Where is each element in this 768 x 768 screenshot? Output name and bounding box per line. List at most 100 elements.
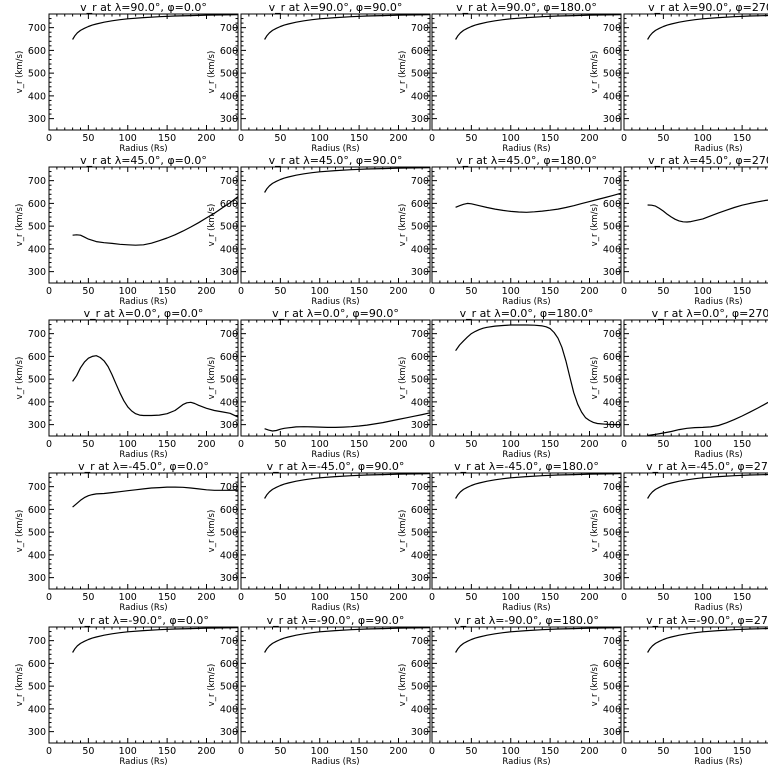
x-axis-label: Radius (Rs) [119, 144, 167, 154]
y-tick-label: 500 [603, 682, 621, 693]
x-tick-label: 0 [238, 286, 244, 297]
y-tick-label: 500 [411, 375, 429, 386]
x-tick-label: 150 [541, 439, 559, 450]
panel-title: v_r at λ=45.0°, φ=180.0° [456, 154, 597, 167]
x-tick-label: 100 [694, 133, 712, 144]
x-tick-label: 100 [694, 439, 712, 450]
y-axis-label: v_r (km/s) [207, 357, 217, 400]
x-tick-label: 0 [46, 746, 52, 757]
y-tick-label: 300 [603, 727, 621, 738]
x-axis-label: Radius (Rs) [311, 297, 359, 307]
y-tick-label: 500 [603, 222, 621, 233]
y-tick-label: 700 [220, 482, 238, 493]
x-tick-label: 150 [541, 133, 559, 144]
x-axis-label: Radius (Rs) [502, 450, 550, 460]
series-line [647, 14, 768, 40]
y-tick-label: 700 [28, 482, 46, 493]
y-axis-label: v_r (km/s) [207, 204, 217, 247]
y-tick-label: 600 [603, 46, 621, 57]
axes-frame [623, 472, 768, 590]
x-tick-label: 200 [580, 133, 598, 144]
x-tick-label: 150 [158, 592, 176, 603]
series-line [264, 14, 431, 40]
y-tick-label: 700 [603, 482, 621, 493]
y-tick-label: 400 [603, 244, 621, 255]
x-tick-label: 50 [465, 133, 477, 144]
y-axis-label: v_r (km/s) [207, 51, 217, 94]
y-tick-label: 700 [603, 636, 621, 647]
x-tick-label: 0 [46, 592, 52, 603]
x-tick-label: 150 [541, 592, 559, 603]
x-axis-label: Radius (Rs) [502, 757, 550, 767]
series-line [647, 401, 768, 437]
x-tick-label: 0 [621, 439, 627, 450]
y-tick-label: 300 [603, 267, 621, 278]
series-line [264, 473, 431, 499]
x-tick-label: 150 [733, 746, 751, 757]
x-axis-label: Radius (Rs) [311, 603, 359, 613]
x-tick-label: 0 [429, 746, 435, 757]
y-tick-label: 500 [411, 222, 429, 233]
y-tick-label: 500 [28, 375, 46, 386]
panel-title: v_r at λ=-90.0°, φ=90.0° [267, 614, 405, 627]
x-tick-label: 200 [389, 286, 407, 297]
y-tick-label: 300 [28, 420, 46, 431]
series-line [72, 196, 239, 246]
x-tick-label: 150 [350, 133, 368, 144]
y-tick-label: 700 [28, 23, 46, 34]
y-tick-label: 500 [603, 69, 621, 80]
y-tick-label: 400 [28, 91, 46, 102]
y-tick-label: 400 [603, 704, 621, 715]
x-tick-label: 100 [502, 133, 520, 144]
y-tick-label: 600 [220, 46, 238, 57]
x-tick-label: 100 [119, 746, 137, 757]
x-tick-label: 150 [158, 133, 176, 144]
y-tick-label: 600 [603, 659, 621, 670]
axes-frame [623, 319, 768, 437]
y-tick-label: 300 [220, 114, 238, 125]
x-tick-label: 50 [274, 592, 286, 603]
y-tick-label: 600 [28, 505, 46, 516]
x-tick-label: 50 [657, 286, 669, 297]
y-tick-label: 600 [603, 199, 621, 210]
y-tick-label: 300 [603, 573, 621, 584]
y-tick-label: 700 [411, 23, 429, 34]
x-tick-label: 0 [238, 592, 244, 603]
panel: 0 50 100 150 200 300 400 500 600 700 v_r at λ=45.0… [398, 154, 622, 307]
y-tick-label: 700 [28, 329, 46, 340]
x-tick-label: 150 [158, 746, 176, 757]
y-tick-label: 400 [28, 704, 46, 715]
panel-title: v_r at λ=-45.0°, φ=90.0° [267, 460, 405, 473]
x-axis-label: Radius (Rs) [119, 297, 167, 307]
y-tick-label: 700 [28, 636, 46, 647]
panel-title: v_r at λ=45.0°, φ=0.0° [80, 154, 207, 167]
x-axis-label: Radius (Rs) [694, 603, 742, 613]
y-tick-label: 600 [220, 199, 238, 210]
y-tick-label: 500 [411, 528, 429, 539]
y-tick-label: 500 [28, 69, 46, 80]
panel-title: v_r at λ=90.0°, φ=90.0° [269, 1, 403, 14]
x-tick-label: 150 [541, 286, 559, 297]
y-axis-label: v_r (km/s) [590, 204, 600, 247]
x-tick-label: 50 [82, 286, 94, 297]
y-tick-label: 400 [28, 244, 46, 255]
y-tick-label: 700 [220, 23, 238, 34]
x-tick-label: 200 [580, 746, 598, 757]
x-axis-label: Radius (Rs) [694, 144, 742, 154]
y-tick-label: 400 [220, 550, 238, 561]
y-tick-label: 400 [28, 397, 46, 408]
y-tick-label: 600 [411, 659, 429, 670]
y-tick-label: 500 [220, 69, 238, 80]
x-axis-label: Radius (Rs) [502, 297, 550, 307]
y-tick-label: 500 [220, 222, 238, 233]
y-axis-label: v_r (km/s) [207, 510, 217, 553]
x-axis-label: Radius (Rs) [311, 144, 359, 154]
y-axis-label: v_r (km/s) [398, 204, 408, 247]
panel: 0 50 100 150 200 300 400 500 600 700 v_r at λ=-90.… [398, 614, 622, 767]
y-tick-label: 700 [220, 329, 238, 340]
x-tick-label: 100 [119, 592, 137, 603]
y-tick-label: 700 [28, 176, 46, 187]
